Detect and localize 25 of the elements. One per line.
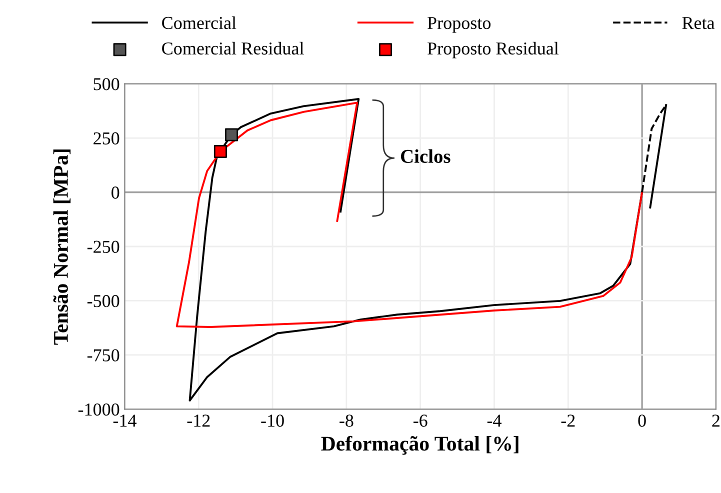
x-tick-label: 0 (638, 414, 646, 427)
legend-label: Reta (682, 17, 715, 30)
y-tick-label: -500 (87, 294, 120, 308)
x-tick-label: -4 (487, 414, 502, 427)
x-tick-label: -10 (261, 414, 284, 427)
x-axis-title: Deformação Total [%] (321, 436, 518, 455)
y-tick-label: -1000 (78, 403, 120, 416)
annotation: Ciclos (400, 149, 450, 163)
x-tick-label: -6 (413, 414, 428, 427)
legend-label: Comercial (162, 16, 236, 30)
legend-label: Proposto Residual (428, 42, 559, 58)
y-tick-label: -250 (87, 240, 120, 253)
x-tick-label: 2 (712, 414, 720, 427)
y-tick-label: 500 (94, 78, 120, 90)
y-tick-label: 250 (94, 132, 120, 144)
x-tick-label: -8 (340, 414, 354, 427)
legend-label: Proposto (428, 17, 491, 33)
x-tick-label: -12 (187, 414, 210, 427)
y-axis-title: Tensão Normal [MPa] (53, 149, 71, 345)
x-tick-label: -2 (561, 414, 575, 427)
y-tick-label: -750 (87, 349, 120, 362)
legend-label: Comercial Residual (162, 42, 304, 55)
x-tick-label: -14 (113, 414, 136, 427)
line-series (176, 102, 644, 328)
y-tick-label: 0 (112, 186, 120, 199)
